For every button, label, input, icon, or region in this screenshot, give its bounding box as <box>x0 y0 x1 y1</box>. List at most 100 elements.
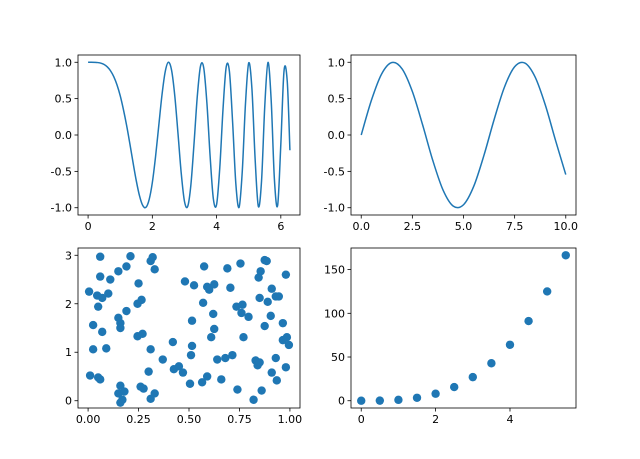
point <box>233 385 242 394</box>
point <box>88 320 98 330</box>
x-tick-label: 2 <box>149 220 156 233</box>
point <box>180 277 190 286</box>
y-tick-label: 2 <box>65 298 72 311</box>
x-tick-label: 1.00 <box>278 413 303 426</box>
y-tick-label: -1.0 <box>324 202 345 215</box>
point <box>199 262 209 271</box>
point <box>524 316 533 326</box>
subplot: 0.0 2.5 5.0 7.5 10.0 -1.0 -0.5 0.0 0.5 1.0 <box>324 54 578 233</box>
point <box>106 275 115 284</box>
y-tick-label: 50 <box>331 351 345 364</box>
point <box>114 267 123 276</box>
point <box>271 353 280 363</box>
point <box>96 272 105 281</box>
point <box>357 396 366 405</box>
x-tick-label: 0.0 <box>352 220 370 233</box>
y-tick-label: 0.5 <box>55 93 73 106</box>
point <box>274 292 284 301</box>
point <box>505 340 515 349</box>
y-tick-label: 1.0 <box>55 56 73 69</box>
point <box>284 340 294 350</box>
x-tick-label: 2 <box>432 413 439 426</box>
point <box>394 395 403 405</box>
point <box>137 295 146 305</box>
point <box>237 308 246 318</box>
subplot: 0 2 4 0 50 100 150 <box>324 247 577 426</box>
point <box>281 270 291 279</box>
point <box>228 350 237 360</box>
point <box>104 289 113 298</box>
y-tick-label: 0 <box>338 395 345 408</box>
x-tick-label: 5.0 <box>455 220 473 233</box>
point <box>260 321 269 331</box>
point <box>209 309 218 319</box>
point <box>226 283 235 292</box>
y-tick-label: 1.0 <box>328 56 346 69</box>
y-tick-label: 0.0 <box>328 129 346 142</box>
point <box>254 273 263 282</box>
point <box>185 379 195 388</box>
point <box>217 375 226 384</box>
line <box>88 61 291 209</box>
point <box>223 264 232 273</box>
point <box>202 282 212 291</box>
point <box>412 393 422 402</box>
y-tick-label: 0.5 <box>328 93 346 106</box>
y-tick-label: 1 <box>65 346 72 359</box>
x-tick-label: 0 <box>358 413 365 426</box>
point <box>239 333 248 342</box>
point <box>144 367 153 376</box>
point <box>278 318 288 328</box>
point <box>150 265 159 274</box>
line <box>360 61 567 209</box>
point <box>198 298 208 307</box>
point <box>257 386 266 395</box>
x-tick-label: 7.5 <box>506 220 524 233</box>
point <box>122 306 131 316</box>
x-tick-label: 0.75 <box>227 413 252 426</box>
point <box>375 396 385 405</box>
point <box>88 345 98 354</box>
subplot: 0 2 4 6 -1.0 -0.5 0.0 0.5 1.0 <box>51 54 301 233</box>
point <box>244 312 253 322</box>
y-tick-label: 0 <box>65 395 72 408</box>
point <box>186 350 196 360</box>
y-tick-label: 0.0 <box>55 129 73 142</box>
point <box>174 362 184 371</box>
point <box>197 378 207 387</box>
point <box>134 279 143 288</box>
point <box>487 359 496 368</box>
point <box>236 259 245 268</box>
point <box>256 267 265 276</box>
y-tick-label: -1.0 <box>51 202 72 215</box>
point <box>272 376 281 385</box>
point <box>102 344 111 353</box>
point <box>263 297 272 307</box>
point <box>561 251 570 260</box>
point <box>158 355 167 364</box>
point <box>92 291 102 300</box>
point <box>249 395 258 404</box>
y-tick-label: 100 <box>324 307 345 320</box>
point <box>262 256 271 266</box>
point <box>210 280 219 289</box>
point <box>120 387 129 396</box>
point <box>238 300 247 309</box>
point <box>542 287 552 296</box>
point <box>468 372 477 382</box>
x-tick-label: 2.5 <box>404 220 422 233</box>
point <box>189 281 199 290</box>
point <box>84 287 94 296</box>
point <box>202 372 212 381</box>
point <box>187 341 197 351</box>
point <box>116 323 125 333</box>
point <box>138 329 147 339</box>
y-tick-label: -0.5 <box>51 165 72 178</box>
x-tick-label: 6 <box>277 220 284 233</box>
point <box>431 389 440 398</box>
point <box>93 302 103 311</box>
point <box>148 253 157 262</box>
point <box>450 382 459 392</box>
x-tick-label: 4 <box>506 413 513 426</box>
